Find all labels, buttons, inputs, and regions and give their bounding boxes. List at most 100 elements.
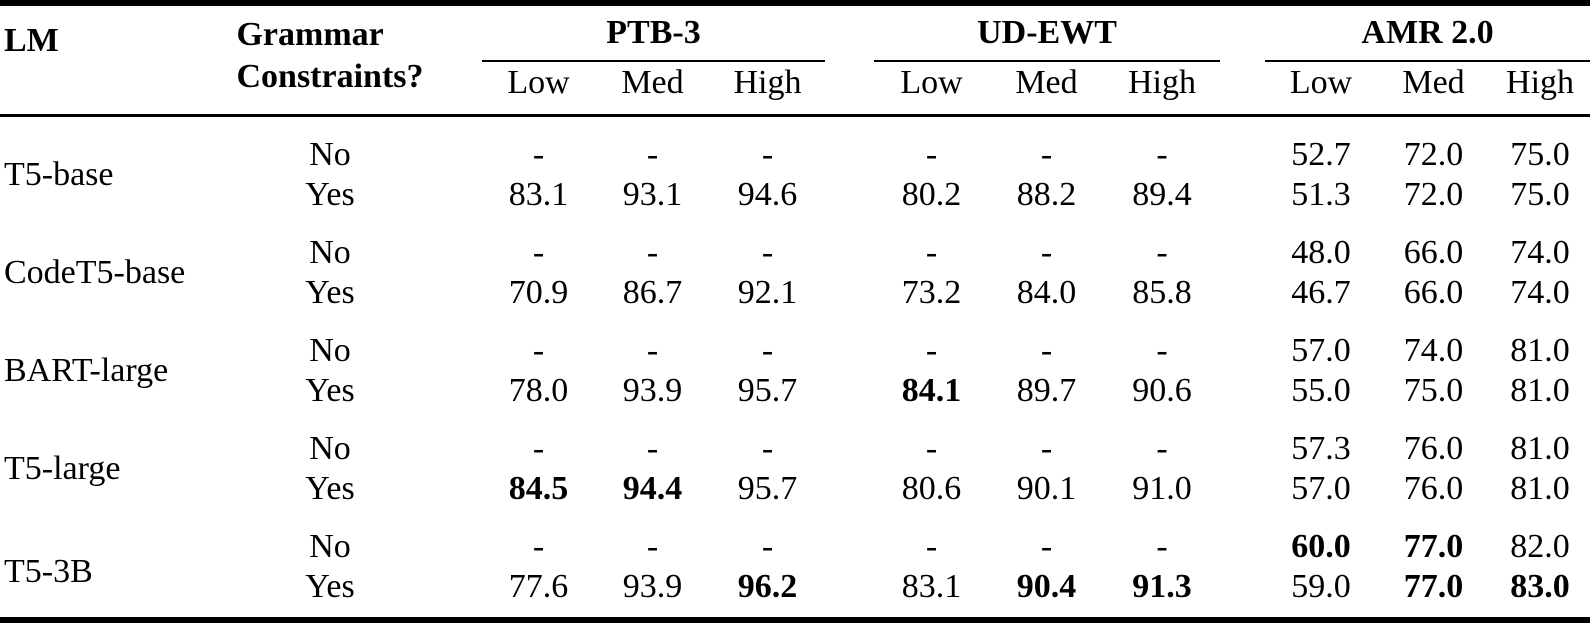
value-cell: 78.0: [508, 371, 569, 409]
value-cell: 75.0: [1403, 371, 1464, 409]
grammar-constraints-value: No: [309, 135, 351, 173]
table-body: T5-base No - - - - - - 52.7 72.0 75.0 Yes 83.1 93.1 94…: [0, 115, 1590, 620]
value-cell: -: [646, 331, 659, 369]
value-cell: -: [761, 135, 774, 173]
column-header-grammar-constraints: Grammar Constraints?: [215, 3, 445, 115]
grammar-header-line1: Grammar: [236, 16, 384, 53]
value-cell: -: [646, 527, 659, 565]
value-cell: -: [925, 233, 938, 271]
value-cell: 90.1: [1016, 469, 1077, 507]
subheader-udewt-low: Low: [900, 63, 963, 101]
column-spacer: [445, 371, 482, 411]
value-cell: 95.7: [737, 371, 798, 409]
value-cell: -: [925, 429, 938, 467]
value-cell: -: [532, 429, 545, 467]
grammar-constraints-value: No: [309, 233, 351, 271]
value-cell: -: [532, 331, 545, 369]
value-cell: 57.0: [1291, 331, 1351, 369]
value-cell: 94.4: [622, 469, 683, 507]
value-cell: 81.0: [1510, 429, 1570, 467]
group-header-udewt: UD-EWT: [874, 3, 1221, 62]
value-cell: 81.0: [1510, 331, 1570, 369]
column-spacer: [445, 215, 482, 273]
column-spacer: [1220, 469, 1265, 509]
value-cell: 93.9: [622, 371, 683, 409]
value-cell: 59.0: [1291, 567, 1351, 605]
column-spacer: [825, 115, 874, 175]
value-cell: 83.0: [1510, 567, 1570, 605]
model-name: T5-base: [4, 155, 114, 193]
column-spacer: [825, 371, 874, 411]
column-spacer: [445, 411, 482, 469]
grammar-constraints-value: No: [309, 429, 351, 467]
subheader-udewt-med: Med: [1015, 63, 1078, 101]
column-spacer: [1220, 215, 1265, 273]
value-cell: -: [761, 429, 774, 467]
value-cell: 75.0: [1510, 135, 1570, 173]
column-spacer: [445, 175, 482, 215]
column-spacer: [825, 313, 874, 371]
column-spacer: [825, 273, 874, 313]
model-name: BART-large: [4, 351, 169, 389]
subheader-amr20-high: High: [1506, 63, 1575, 101]
column-spacer: [1220, 411, 1265, 469]
column-spacer: [825, 567, 874, 620]
grammar-header-line2: Constraints?: [236, 58, 424, 95]
value-cell: 70.9: [508, 273, 569, 311]
column-spacer: [445, 273, 482, 313]
value-cell: 96.2: [737, 567, 798, 605]
value-cell: -: [1040, 429, 1053, 467]
table-header: LM Grammar Constraints? PTB-3 UD-EWT AMR…: [0, 3, 1590, 115]
subheader-ptb3-med: Med: [621, 63, 684, 101]
column-header-lm: LM: [4, 22, 59, 59]
table-row: Yes 78.0 93.9 95.7 84.1 89.7 90.6 55.0 75.0 81.0: [0, 371, 1590, 411]
subheader-amr20-med: Med: [1402, 63, 1465, 101]
value-cell: 66.0: [1403, 273, 1464, 311]
column-spacer: [825, 215, 874, 273]
value-cell: 72.0: [1403, 175, 1464, 213]
value-cell: -: [532, 527, 545, 565]
value-cell: 81.0: [1510, 371, 1570, 409]
table-row: CodeT5-base No - - - - - - 48.0 66.0 74.0: [0, 215, 1590, 291]
value-cell: 86.7: [622, 273, 683, 311]
value-cell: 91.3: [1132, 567, 1192, 605]
value-cell: 95.7: [737, 469, 798, 507]
value-cell: -: [1156, 135, 1168, 173]
value-cell: 52.7: [1291, 135, 1351, 173]
grammar-constraints-value: Yes: [305, 469, 355, 507]
value-cell: 89.7: [1016, 371, 1077, 409]
value-cell: -: [1156, 331, 1168, 369]
grammar-constraints-value: No: [309, 331, 351, 369]
table-row: T5-3B No - - - - - - 60.0 77.0 82.0: [0, 509, 1590, 590]
value-cell: -: [1156, 527, 1168, 565]
value-cell: 74.0: [1510, 233, 1570, 271]
value-cell: 80.6: [901, 469, 962, 507]
group-header-amr20: AMR 2.0: [1265, 3, 1590, 62]
table-row: Yes 84.5 94.4 95.7 80.6 90.1 91.0 57.0 76.0 81.0: [0, 469, 1590, 509]
value-cell: 55.0: [1291, 371, 1351, 409]
value-cell: -: [925, 135, 938, 173]
subheader-amr20-low: Low: [1289, 63, 1353, 101]
value-cell: 84.1: [901, 371, 962, 409]
column-spacer: [445, 469, 482, 509]
column-spacer: [1220, 3, 1265, 115]
column-spacer: [445, 115, 482, 175]
column-spacer: [825, 175, 874, 215]
value-cell: 84.5: [508, 469, 569, 507]
group-header-ptb3: PTB-3: [482, 3, 825, 62]
value-cell: 76.0: [1403, 469, 1464, 507]
value-cell: -: [532, 135, 545, 173]
value-cell: 90.6: [1132, 371, 1192, 409]
value-cell: 57.0: [1291, 469, 1351, 507]
value-cell: 66.0: [1403, 233, 1464, 271]
grammar-header-text: Grammar Constraints?: [236, 14, 423, 98]
column-spacer: [1220, 273, 1265, 313]
value-cell: 76.0: [1403, 429, 1464, 467]
table-row: Yes 83.1 93.1 94.6 80.2 88.2 89.4 51.3 72.0 75.0: [0, 175, 1590, 215]
column-spacer: [1220, 115, 1265, 175]
grammar-constraints-value: Yes: [305, 273, 355, 311]
model-name: T5-3B: [4, 552, 93, 590]
value-cell: 81.0: [1510, 469, 1570, 507]
column-spacer: [1220, 313, 1265, 371]
